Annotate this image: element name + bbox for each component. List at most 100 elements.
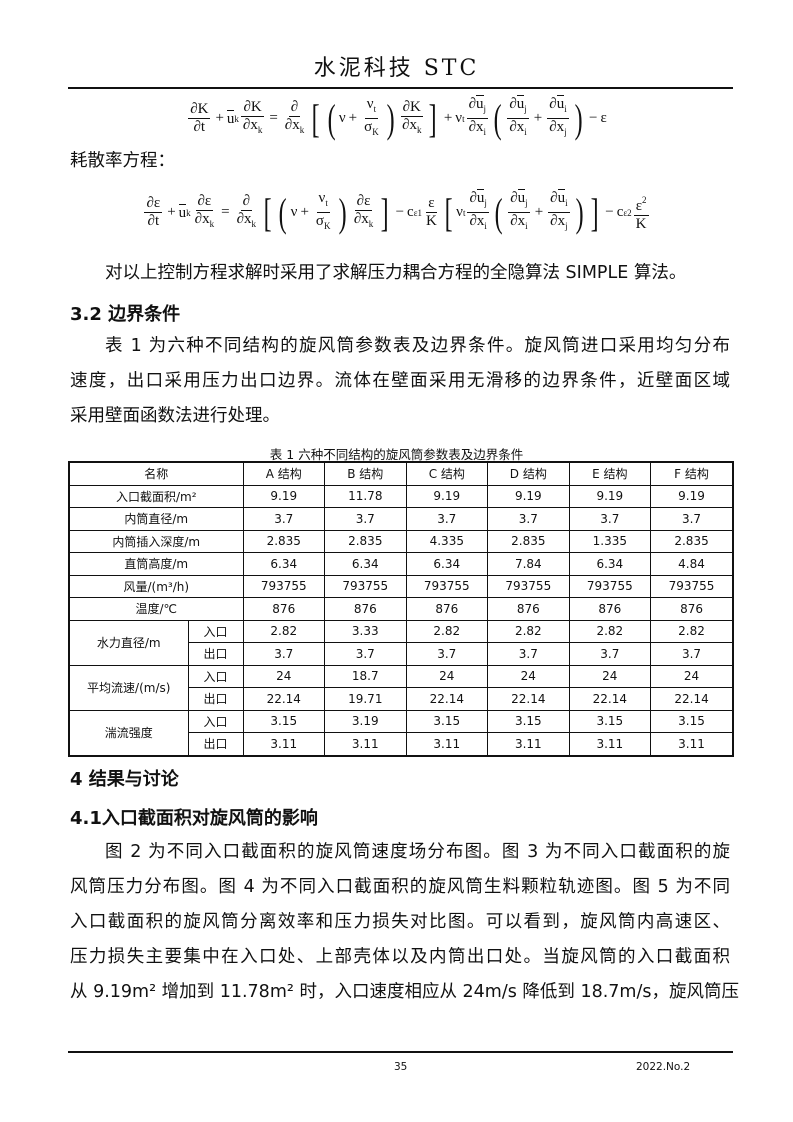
table-header-cell: D 结构 [487, 461, 570, 486]
table-cell: 22.14 [405, 687, 489, 711]
math-subscript: K [324, 221, 331, 231]
row-label: 温度/℃ [68, 597, 244, 621]
math-fraction: ∂uj ∂xi [467, 189, 489, 235]
math-symbol: ν [366, 96, 374, 112]
math-symbol: ∂x [550, 213, 566, 229]
table-cell: 3.7 [324, 507, 407, 531]
table-cell: 9.19 [568, 484, 652, 508]
math-symbol: ∂x [509, 119, 525, 135]
math-fraction: ∂K ∂t [188, 101, 211, 136]
table-header-cell: E 结构 [568, 461, 652, 486]
equation-row: ∂K ∂t + u k ∂K ∂xk = ∂ ∂xk[(ν + νt σK) ∂K ∂xk] + ν t ∂uj ∂x… [186, 95, 607, 141]
math-operator: + [167, 204, 176, 220]
math-operator: + [533, 110, 543, 126]
row-label: 入口截面积/m² [68, 484, 244, 508]
math-delimiter: ( [493, 95, 502, 141]
math-subscript: k [209, 218, 215, 229]
table-row: 水力直径/m 入口 2.82 3.33 2.82 2.82 2.82 2.82 [68, 619, 734, 666]
math-symbol: ∂x [402, 116, 417, 133]
math-mean-variable: u [517, 189, 526, 206]
group-label: 水力直径/m [68, 619, 189, 666]
math-symbol: σ [364, 119, 373, 135]
math-fraction: ∂ ∂xk [283, 99, 306, 139]
paragraph-3-line: 图 2 为不同入口截面积的旋风筒速度场分布图。图 3 为不同入口截面积的旋 [105, 842, 730, 862]
numerator: ∂K [400, 99, 423, 117]
table-cell: 3.15 [568, 709, 652, 733]
math-symbol: ν [338, 110, 346, 126]
math-symbol: ∂ε [146, 195, 161, 211]
table-cell: 2.835 [487, 529, 570, 553]
math-fraction: ∂K ∂xk [241, 99, 264, 139]
table-cell: 3.7 [405, 642, 489, 666]
table-cell: 4.84 [650, 552, 734, 576]
sub-label: 出口 [187, 687, 244, 711]
table-cell: 22.14 [242, 687, 326, 711]
math-operator: + [300, 204, 309, 220]
math-symbol: K [635, 216, 647, 232]
table-row: 内筒直径/m 3.7 3.7 3.7 3.7 3.7 3.7 [68, 507, 734, 531]
table-cell: 2.82 [242, 619, 326, 643]
math-subscript: t [325, 198, 328, 208]
table-cell: 3.15 [405, 709, 489, 733]
math-symbol: ∂ε [356, 192, 371, 209]
denominator: σK [362, 119, 381, 141]
numerator: ∂uj [508, 189, 530, 213]
numerator: νt [364, 96, 379, 119]
math-subscript: j [525, 198, 528, 208]
math-symbol: ε [600, 110, 607, 126]
table-row: 温度/℃ 876 876 876 876 876 876 [68, 597, 734, 621]
math-symbol: ∂t [193, 119, 206, 135]
numerator: ∂ε [144, 195, 163, 213]
table-cell: 3.7 [568, 507, 652, 531]
table-cell: 6.34 [324, 552, 407, 576]
math-subscript: k [251, 218, 256, 229]
math-mean-variable: u [476, 189, 485, 206]
math-fraction: ∂ε ∂t [144, 195, 163, 230]
issue-label: 2022.No.2 [636, 1061, 691, 1073]
denominator: ∂xi [508, 213, 529, 235]
table-cell: 3.7 [568, 642, 652, 666]
math-symbol: ∂ [468, 96, 477, 112]
parameter-table: 名称 A 结构 B 结构 C 结构 D 结构 E 结构 F 结构 入口截面积/m² 9.19 11… [68, 461, 734, 757]
page-number: 35 [394, 1061, 408, 1073]
math-mean-variable: u [557, 189, 566, 206]
footer-rule [68, 1051, 733, 1053]
math-symbol: ∂x [468, 119, 484, 135]
numerator: ∂uj [507, 95, 529, 119]
math-subscript: t [462, 113, 465, 124]
table-cell: 22.14 [487, 687, 570, 711]
denominator: ∂xk [283, 117, 306, 139]
dissipation-label: 耗散率方程： [70, 151, 175, 171]
math-subscript: k [368, 218, 374, 229]
table-cell: 4.335 [405, 529, 489, 553]
math-mean-variable: u [516, 95, 525, 112]
table-cell: 1.335 [568, 529, 652, 553]
table-cell: 3.7 [242, 642, 326, 666]
math-subscript: j [565, 221, 568, 231]
math-symbol: ∂K [243, 98, 262, 115]
math-subscript: i [484, 221, 487, 231]
math-symbol: c [407, 204, 414, 220]
denominator: ∂t [146, 213, 162, 230]
table-cell: 3.19 [324, 709, 407, 733]
math-subscript: k [234, 113, 239, 124]
table-cell: 793755 [650, 574, 734, 598]
math-delimiter: ( [494, 189, 503, 235]
math-fraction: ∂uj ∂xi [508, 189, 530, 235]
math-symbol: ∂t [147, 213, 160, 229]
math-symbol: ν [456, 204, 463, 220]
math-symbol: ∂x [236, 210, 252, 227]
denominator: ∂xk [352, 211, 375, 233]
numerator: ∂ui [547, 95, 569, 119]
denominator: ∂xi [507, 119, 528, 141]
math-delimiter: ) [575, 189, 584, 235]
journal-header: 水泥科技 STC [313, 56, 480, 81]
table-cell: 3.15 [650, 709, 734, 733]
denominator: ∂xi [467, 213, 488, 235]
table-cell: 3.7 [487, 507, 570, 531]
table-cell: 793755 [324, 574, 407, 598]
paragraph-2-line: 速度，出口采用压力出口边界。流体在壁面采用无滑移的边界条件，近壁面区域 [70, 371, 730, 391]
paragraph-3-line: 入口截面积的旋风筒分离效率和压力损失对比图。可以看到，旋风筒内高速区、 [70, 912, 730, 932]
math-subscript: k [416, 124, 422, 135]
